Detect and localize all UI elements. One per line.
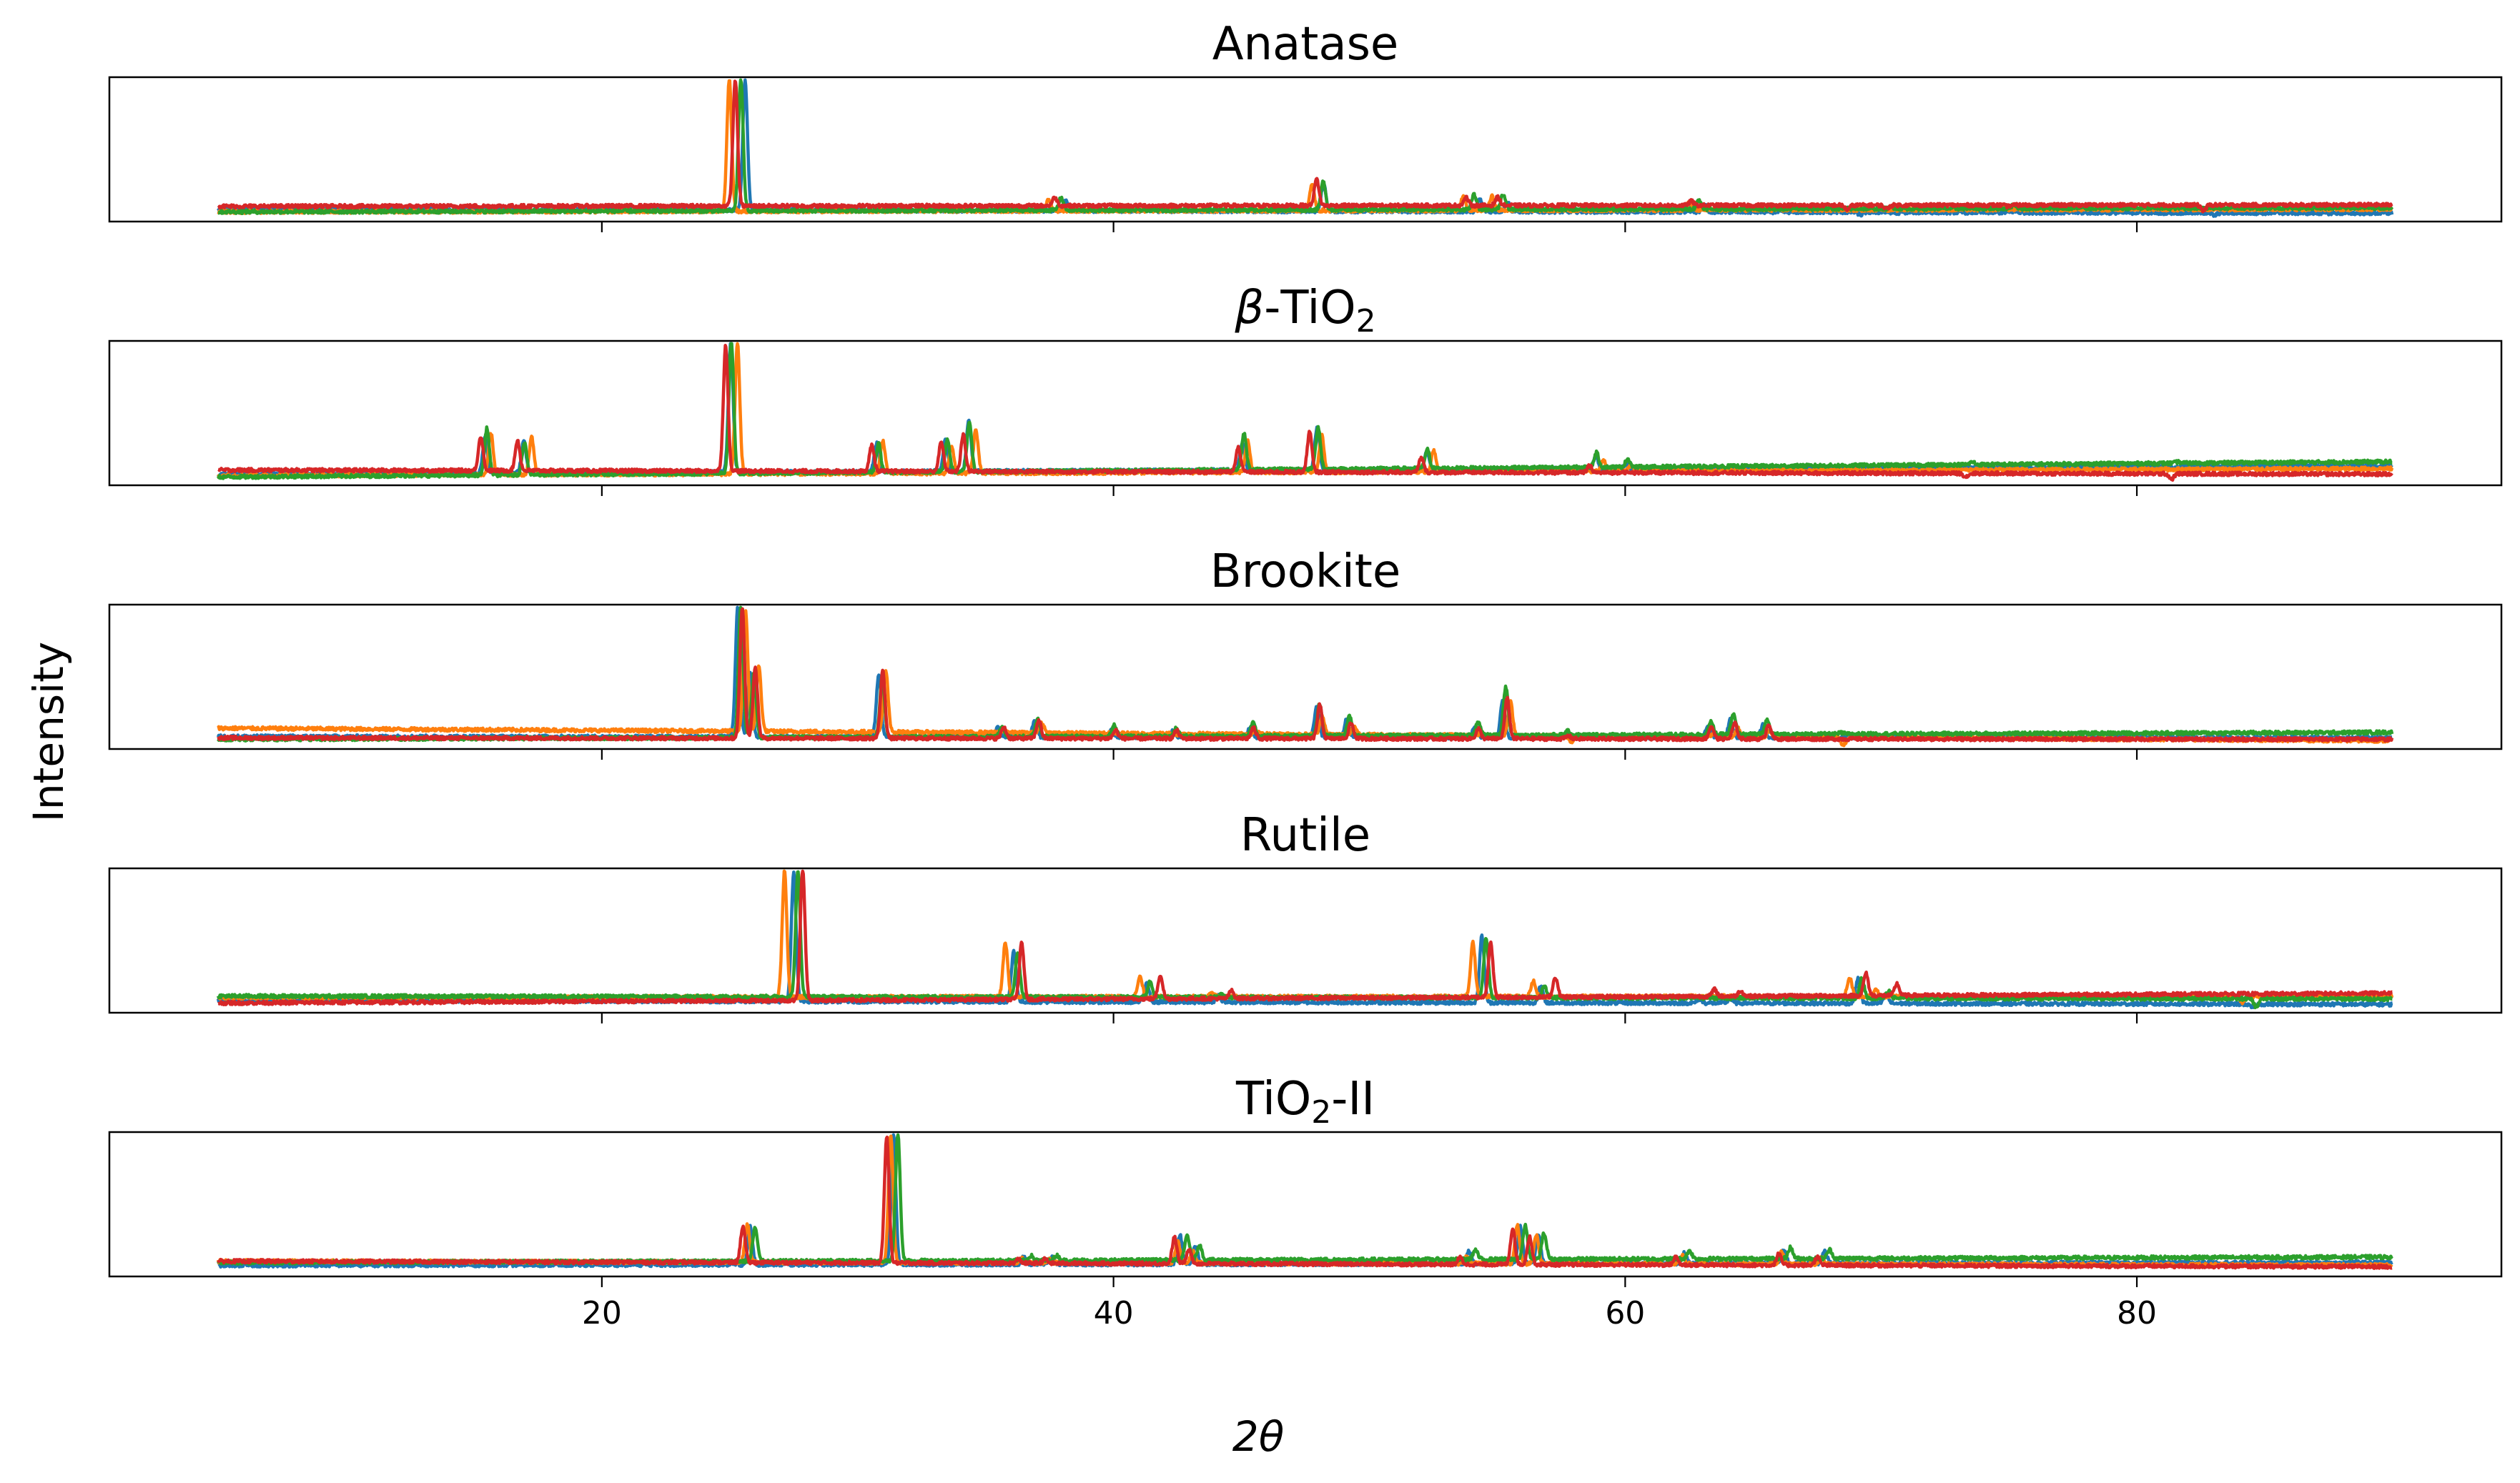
series-line-4 [217, 869, 2393, 1007]
x-axis-label: 2θ [1232, 1412, 1284, 1461]
x-tick-label: 40 [1094, 1295, 1134, 1331]
series-line-3 [217, 605, 2394, 743]
x-tick-label: 60 [1605, 1295, 1645, 1331]
panel-5: TiO2-II 20 40 60 80 [108, 1073, 2503, 1331]
panel-title: β-TiO2 [1234, 282, 1375, 339]
panel-title: Rutile [1240, 809, 1370, 862]
series-line-3 [216, 870, 2393, 1010]
panel-title-part: Anatase [1212, 18, 1399, 71]
panel-title-part: Brookite [1210, 545, 1400, 598]
series-line-1 [216, 605, 2393, 742]
series-line-4 [217, 607, 2394, 743]
panel-4: Rutile [108, 809, 2503, 1023]
panel-3: Brookite [108, 545, 2503, 760]
panel-title: Anatase [1212, 18, 1399, 71]
y-axis-label: Intensity [24, 642, 73, 822]
series-line-2 [217, 79, 2393, 216]
series-line-2 [216, 1134, 2393, 1269]
series-line-2 [217, 869, 2394, 1006]
series-line-4 [217, 79, 2393, 214]
series-line-1 [216, 870, 2393, 1010]
panel-title-part: β [1234, 282, 1264, 334]
series-line-3 [217, 1133, 2393, 1266]
panel-1: Anatase [108, 18, 2503, 232]
panel-title-part: 2 [1311, 1094, 1331, 1131]
axes-frame [108, 1131, 2503, 1278]
panel-title-part: -TiO [1264, 282, 1355, 334]
series-line-1 [217, 78, 2394, 218]
series-line-2 [217, 609, 2393, 748]
panel-title-part: TiO [1235, 1073, 1311, 1126]
series-line-4 [217, 344, 2393, 482]
panel-title-part: Rutile [1240, 809, 1370, 862]
x-tick-label: 20 [582, 1295, 622, 1331]
axes-frame [108, 76, 2503, 223]
panel-title: Brookite [1210, 545, 1400, 598]
panel-title-part: 2 [1356, 303, 1376, 339]
series-line-3 [217, 78, 2393, 215]
panel-title: TiO2-II [1235, 1073, 1375, 1131]
axes-frame [108, 339, 2503, 487]
axes-frame [108, 603, 2503, 750]
panel-title-part: -II [1331, 1073, 1375, 1126]
axes-frame [108, 867, 2503, 1014]
x-tick-label: 80 [2117, 1295, 2157, 1331]
series-line-1 [217, 1133, 2393, 1269]
panel-2: β-TiO2 [108, 282, 2503, 496]
series-line-4 [217, 1135, 2393, 1271]
